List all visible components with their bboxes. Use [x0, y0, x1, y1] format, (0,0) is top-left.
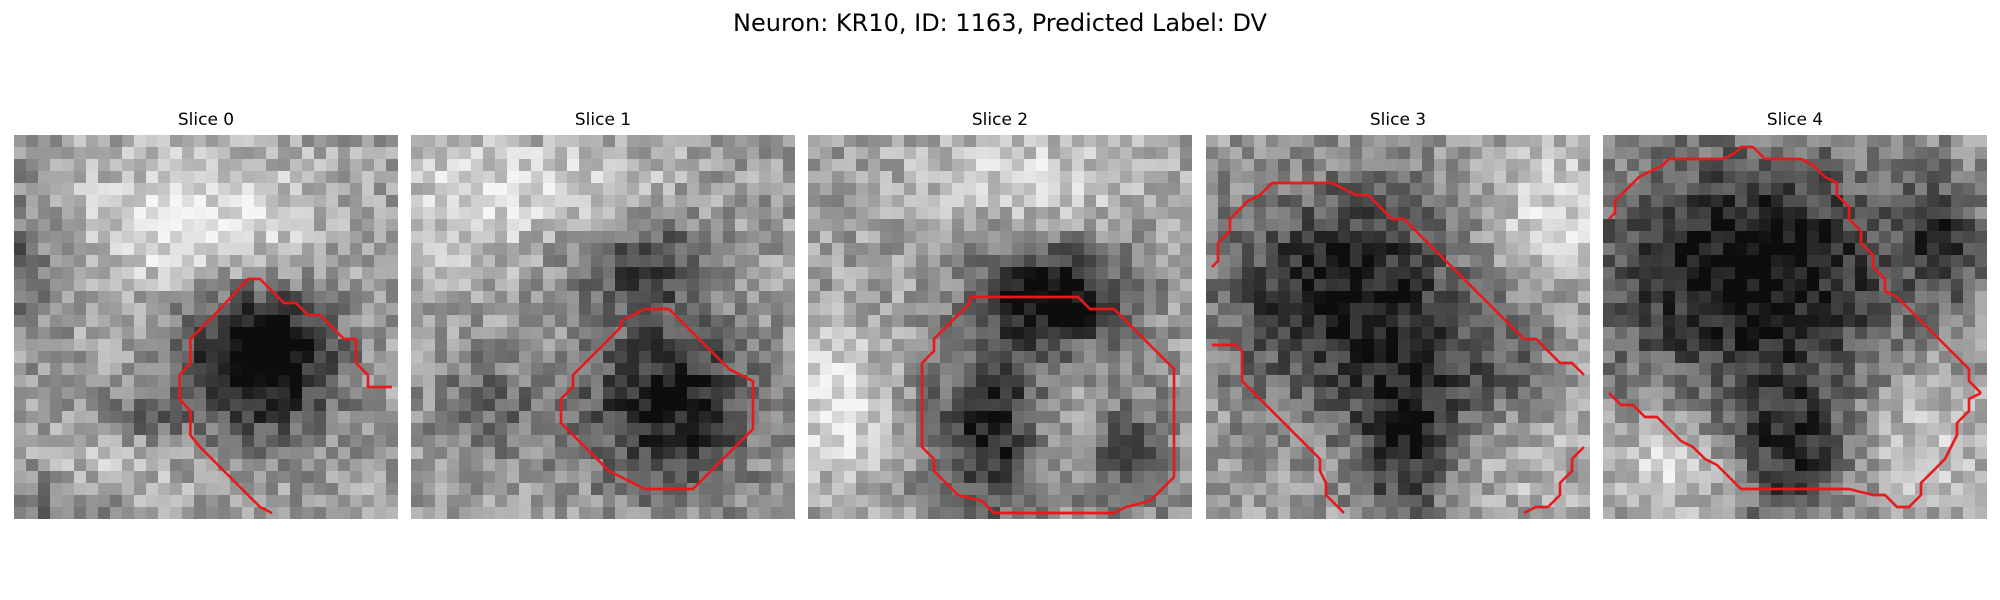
- pixel-grid-4: [1603, 135, 1987, 519]
- roi-contour-3c: [1523, 446, 1585, 515]
- pixel-grid-1: [411, 135, 795, 519]
- slice-title-4: Slice 4: [1766, 110, 1824, 130]
- slice-title-3: Slice 3: [1369, 110, 1427, 130]
- slice-image-0: [14, 135, 398, 519]
- slice-image-4: [1603, 135, 1987, 519]
- slice-image-1: [411, 135, 795, 519]
- slice-image-2: [808, 135, 1192, 519]
- slice-title-1: Slice 1: [574, 110, 632, 130]
- roi-contour-2: [920, 295, 1176, 515]
- roi-contour-1: [559, 307, 755, 491]
- roi-contour-4b: [1608, 391, 1982, 509]
- roi-contour-0: [178, 277, 392, 515]
- slice-title-2: Slice 2: [971, 110, 1029, 130]
- slice-title-0: Slice 0: [177, 110, 235, 130]
- pixel-grid-0: [14, 135, 398, 519]
- pixel-grid-2: [808, 135, 1192, 519]
- pixel-grid-3: [1206, 135, 1590, 519]
- roi-contour-4a: [1608, 145, 1982, 394]
- roi-contour-3a: [1211, 181, 1585, 376]
- slice-image-3: [1206, 135, 1590, 519]
- roi-contour-3b: [1212, 343, 1345, 514]
- figure-title: Neuron: KR10, ID: 1163, Predicted Label:…: [733, 9, 1267, 37]
